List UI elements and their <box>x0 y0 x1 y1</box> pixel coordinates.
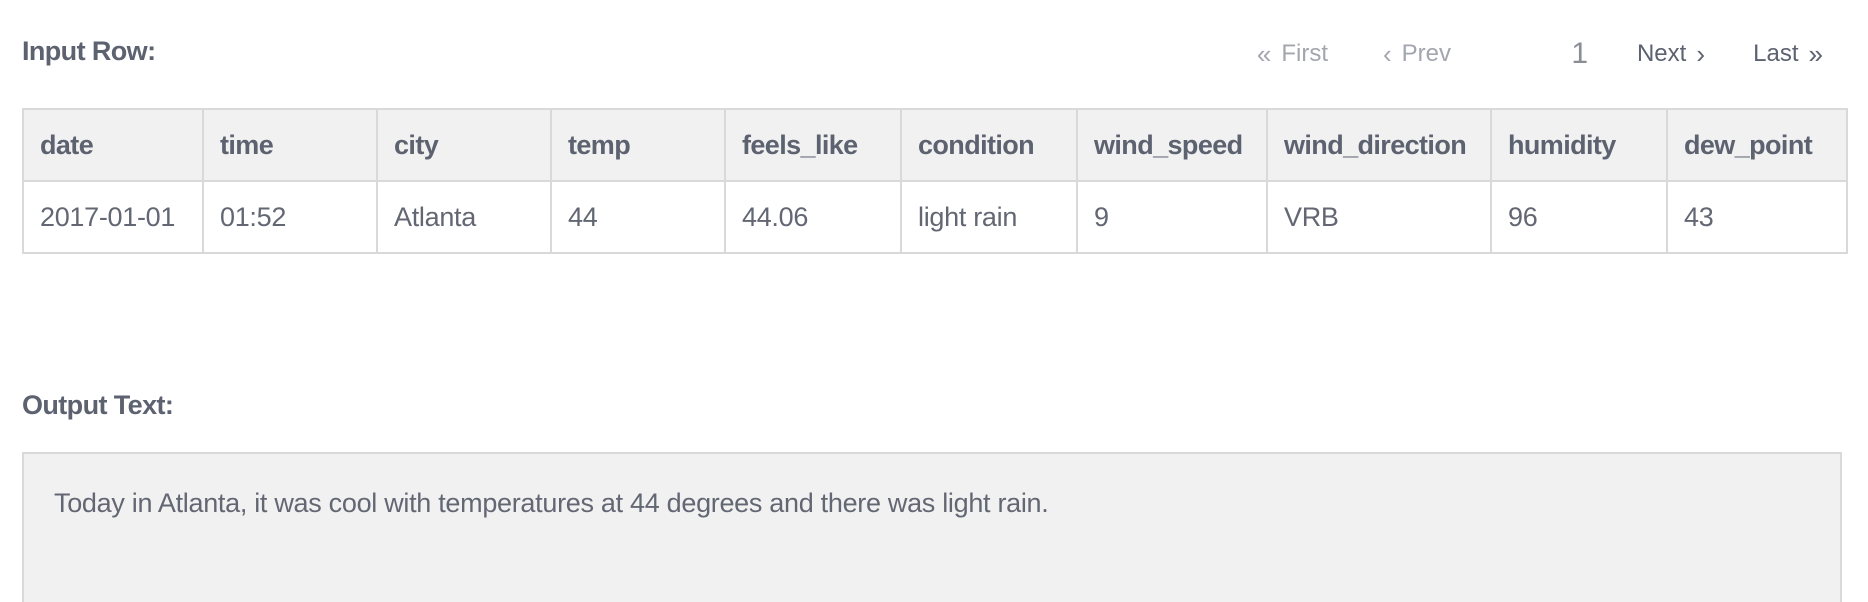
table-row: 2017-01-01 01:52 Atlanta 44 44.06 light … <box>22 180 1848 254</box>
column-header: time <box>202 108 378 182</box>
table-cell: 9 <box>1076 180 1268 254</box>
double-chevron-right-icon: » <box>1808 39 1823 69</box>
column-header: feels_like <box>724 108 902 182</box>
input-row-table: date time city temp feels_like condition… <box>22 108 1848 254</box>
current-page-number: 1 <box>1571 37 1588 70</box>
table-header-row: date time city temp feels_like condition… <box>22 108 1848 182</box>
column-header: temp <box>550 108 726 182</box>
first-label: First <box>1281 40 1328 67</box>
table-cell: VRB <box>1266 180 1492 254</box>
double-chevron-left-icon: « <box>1256 39 1272 69</box>
table-cell: 43 <box>1666 180 1848 254</box>
prev-page-button[interactable]: ‹ Prev <box>1383 40 1451 68</box>
output-text: Today in Atlanta, it was cool with tempe… <box>54 488 1049 518</box>
output-text-title: Output Text: <box>22 390 174 420</box>
table-cell: 44 <box>550 180 726 254</box>
last-page-button[interactable]: Last » <box>1753 40 1823 68</box>
chevron-right-icon: › <box>1696 39 1705 69</box>
column-header: date <box>22 108 204 182</box>
table-cell: 44.06 <box>724 180 902 254</box>
first-page-button[interactable]: « First <box>1257 40 1328 68</box>
column-header: wind_direction <box>1266 108 1492 182</box>
table-cell: Atlanta <box>376 180 552 254</box>
pagination: « First ‹ Prev 1 Next › Last » <box>1068 32 1868 76</box>
table-cell: 01:52 <box>202 180 378 254</box>
column-header: city <box>376 108 552 182</box>
last-label: Last <box>1753 40 1799 67</box>
output-text-box: Today in Atlanta, it was cool with tempe… <box>22 452 1842 602</box>
chevron-left-icon: ‹ <box>1382 39 1392 69</box>
prev-label: Prev <box>1401 40 1451 67</box>
column-header: dew_point <box>1666 108 1848 182</box>
table-cell: light rain <box>900 180 1078 254</box>
column-header: condition <box>900 108 1078 182</box>
column-header: humidity <box>1490 108 1668 182</box>
column-header: wind_speed <box>1076 108 1268 182</box>
next-label: Next <box>1636 40 1687 67</box>
next-page-button[interactable]: Next › <box>1637 40 1705 68</box>
table-cell: 2017-01-01 <box>22 180 204 254</box>
table-cell: 96 <box>1490 180 1668 254</box>
input-row-title: Input Row: <box>22 36 156 66</box>
